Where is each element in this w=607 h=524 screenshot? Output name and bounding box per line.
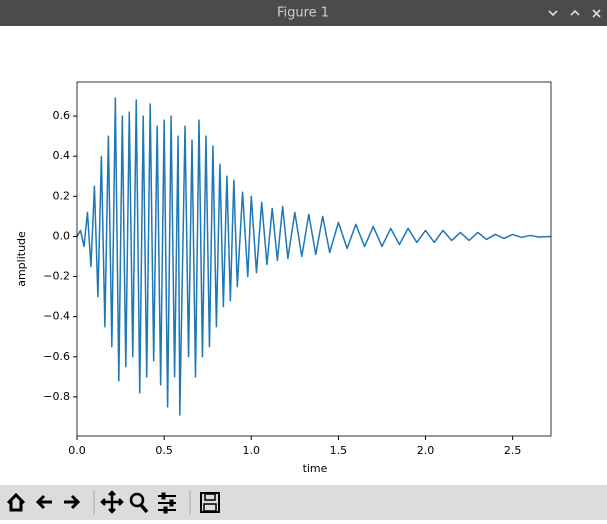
home-button[interactable] xyxy=(5,491,28,514)
y-axis-label: amplitude xyxy=(15,231,28,287)
axes-frame xyxy=(76,81,552,437)
waveform-line xyxy=(76,97,552,416)
title-bar xyxy=(0,0,607,26)
x-tick-label: 0.5 xyxy=(155,444,173,457)
x-tick-label: 0.0 xyxy=(68,444,86,457)
configure-button[interactable] xyxy=(155,491,178,514)
y-tick-label: 0.0 xyxy=(53,229,71,242)
back-button[interactable] xyxy=(33,491,56,514)
y-tick-label: 0.6 xyxy=(53,109,71,122)
figure xyxy=(0,26,607,485)
toolbar xyxy=(0,485,607,520)
minimize-button[interactable] xyxy=(548,10,558,17)
y-tick-label: −0.8 xyxy=(43,390,70,403)
x-tick-label: 1.5 xyxy=(330,444,348,457)
y-tick-label: −0.4 xyxy=(43,310,70,323)
y-tick-label: −0.2 xyxy=(43,270,70,283)
zoom-button[interactable] xyxy=(127,491,150,514)
save-button[interactable] xyxy=(199,491,222,514)
y-tick-label: 0.2 xyxy=(53,189,71,202)
pan-button[interactable] xyxy=(100,490,124,514)
x-tick-label: 1.0 xyxy=(243,444,261,457)
y-tick-label: 0.4 xyxy=(53,149,71,162)
window-title: Figure 1 xyxy=(277,6,329,21)
y-tick-label: −0.6 xyxy=(43,350,70,363)
x-tick-label: 2.5 xyxy=(504,444,522,457)
x-tick-label: 2.0 xyxy=(417,444,435,457)
close-button[interactable] xyxy=(592,9,601,18)
forward-button[interactable] xyxy=(60,491,83,514)
maximize-button[interactable] xyxy=(570,9,580,16)
x-axis-label: time xyxy=(303,462,328,475)
